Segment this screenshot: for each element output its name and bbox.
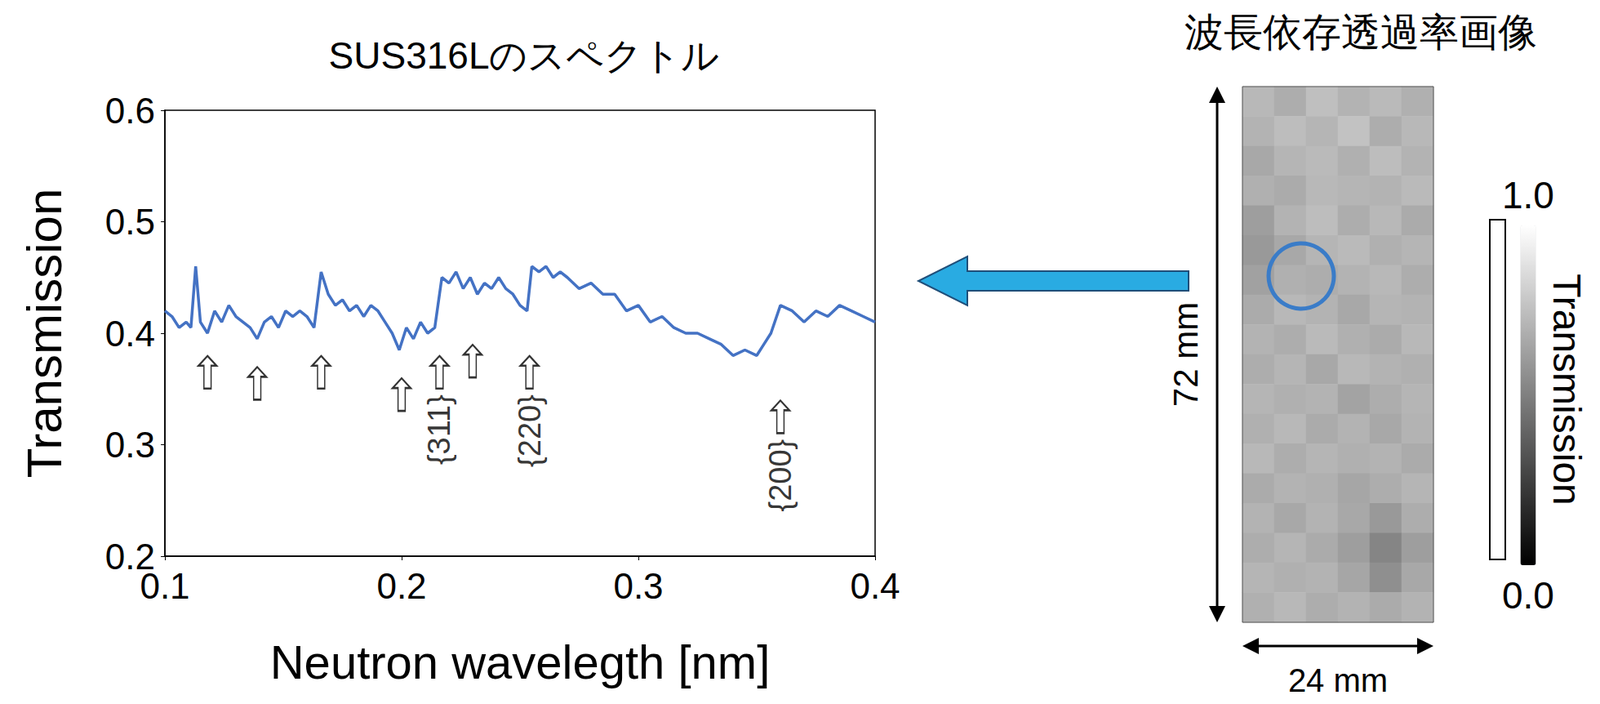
svg-text:0.3: 0.3 xyxy=(613,565,663,606)
svg-text:0.3: 0.3 xyxy=(105,424,156,465)
svg-text:Neutron wavelegth [nm]: Neutron wavelegth [nm] xyxy=(270,635,771,689)
svg-text:0.5: 0.5 xyxy=(105,201,156,242)
svg-text:0.6: 0.6 xyxy=(105,90,156,131)
svg-text:0.2: 0.2 xyxy=(376,565,427,606)
svg-text:Transmission: Transmission xyxy=(1545,273,1589,506)
svg-text:SUS316Lのスペクトル: SUS316Lのスペクトル xyxy=(328,34,720,77)
svg-text:{311}: {311} xyxy=(422,394,457,465)
svg-text:{200}: {200} xyxy=(763,439,798,512)
svg-text:0.2: 0.2 xyxy=(105,535,156,576)
svg-text:0.4: 0.4 xyxy=(849,565,900,606)
svg-text:0.4: 0.4 xyxy=(105,313,156,354)
svg-text:72 mm: 72 mm xyxy=(1166,302,1205,407)
svg-text:0.1: 0.1 xyxy=(139,565,190,606)
svg-text:波長依存透過率画像: 波長依存透過率画像 xyxy=(1184,10,1538,54)
svg-text:0.0: 0.0 xyxy=(1502,573,1555,617)
svg-text:1.0: 1.0 xyxy=(1502,173,1555,217)
svg-text:24 mm: 24 mm xyxy=(1288,662,1388,698)
svg-text:Transmission: Transmission xyxy=(17,188,72,479)
svg-text:{220}: {220} xyxy=(512,394,547,467)
